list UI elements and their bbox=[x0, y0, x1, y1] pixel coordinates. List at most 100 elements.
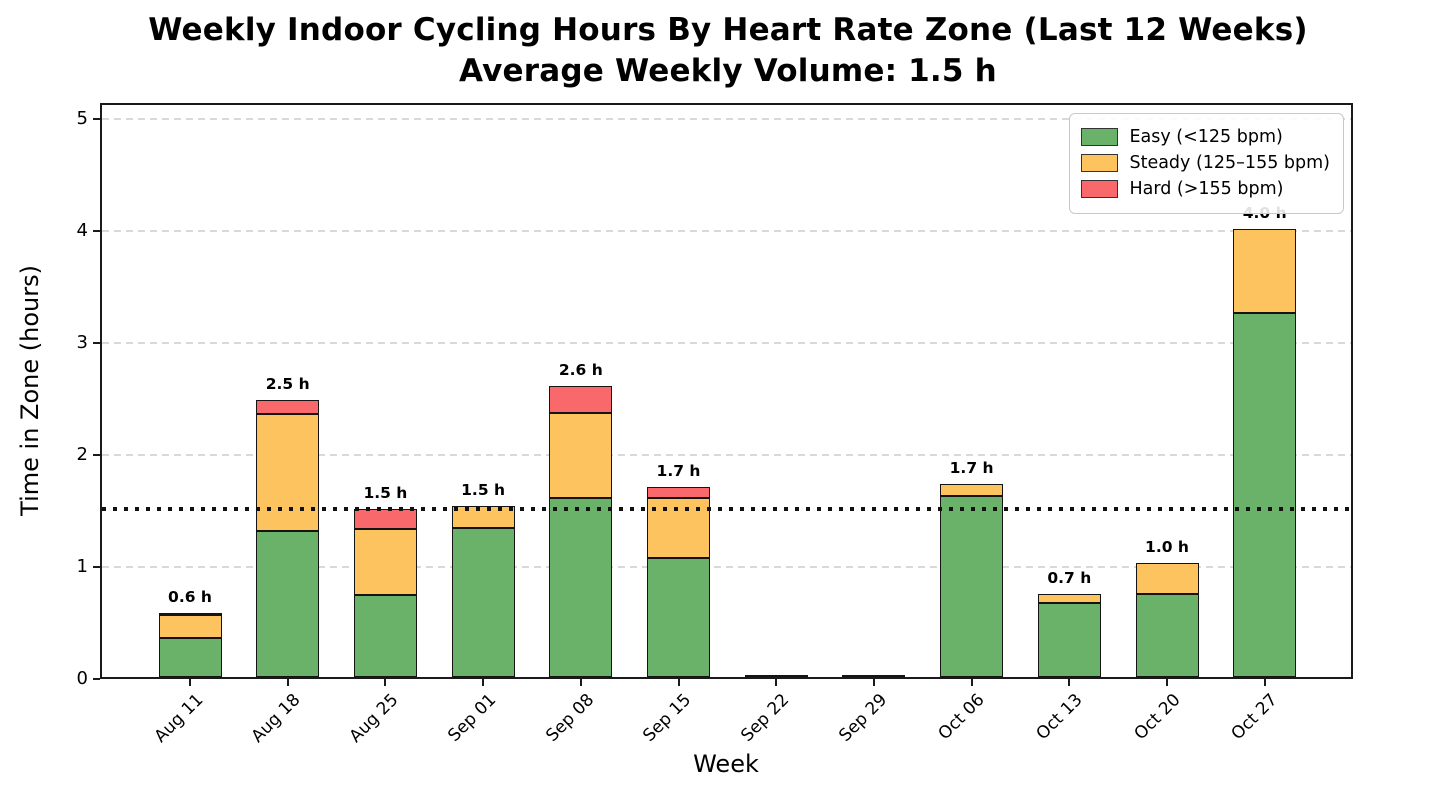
x-tick-mark bbox=[970, 679, 973, 686]
gridline-y2 bbox=[102, 454, 1351, 456]
legend-swatch-icon bbox=[1081, 128, 1119, 146]
legend-label: Steady (125–155 bpm) bbox=[1129, 153, 1330, 173]
bar-segment bbox=[158, 637, 222, 677]
gridline-y5 bbox=[102, 118, 1351, 120]
average-volume-line bbox=[102, 507, 1351, 511]
bar-segment bbox=[744, 675, 808, 677]
y-tick-label: 4 bbox=[76, 220, 88, 241]
legend-item: Easy (<125 bpm) bbox=[1081, 126, 1330, 148]
bar-segment bbox=[256, 400, 320, 414]
legend-item: Hard (>155 bpm) bbox=[1081, 178, 1330, 200]
y-tick-label: 5 bbox=[76, 108, 88, 129]
bar-oct-20 bbox=[1135, 562, 1199, 677]
bar-segment bbox=[647, 558, 710, 677]
gridline-y3 bbox=[102, 342, 1351, 344]
x-tick-label: Aug 11 bbox=[150, 690, 208, 747]
bar-total-label: 1.5 h bbox=[461, 480, 506, 499]
bar-segment bbox=[158, 613, 222, 616]
bar-segment bbox=[1037, 603, 1101, 677]
x-tick-mark bbox=[286, 679, 289, 686]
chart-title-block: Weekly Indoor Cycling Hours By Heart Rat… bbox=[0, 10, 1456, 92]
legend: Easy (<125 bpm) Steady (125–155 bpm) Hard … bbox=[1069, 113, 1344, 214]
x-tick-label: Oct 20 bbox=[1130, 690, 1185, 745]
x-tick-label: Sep 29 bbox=[835, 690, 892, 746]
legend-label: Easy (<125 bpm) bbox=[1129, 127, 1283, 147]
bar-segment bbox=[842, 675, 906, 677]
bar-segment bbox=[1037, 594, 1101, 604]
bar-aug-18 bbox=[256, 400, 320, 677]
chart-subtitle: Average Weekly Volume: 1.5 h bbox=[459, 53, 997, 89]
bar-oct-27 bbox=[1233, 229, 1297, 677]
legend-swatch-icon bbox=[1081, 180, 1119, 198]
plot-canvas: 0.6 h 2.5 h 1.5 h 1.5 h 2.6 h 1.7 h 1.7 h 0.7 h… bbox=[102, 105, 1351, 677]
bar-segment bbox=[158, 615, 222, 638]
bar-segment bbox=[940, 484, 1004, 496]
bar-segment bbox=[1135, 594, 1199, 677]
bar-sep-15 bbox=[647, 486, 710, 677]
x-tick-label: Sep 08 bbox=[542, 690, 598, 746]
bar-aug-25 bbox=[353, 509, 417, 677]
y-tick-label: 3 bbox=[76, 332, 88, 353]
y-tick-label: 0 bbox=[76, 668, 88, 689]
bar-total-label: 1.7 h bbox=[656, 461, 701, 480]
x-tick-mark bbox=[1166, 679, 1168, 686]
bar-sep-01 bbox=[451, 505, 515, 677]
x-tick-mark bbox=[677, 679, 680, 686]
legend-label: Hard (>155 bpm) bbox=[1129, 179, 1284, 199]
bar-oct-06 bbox=[940, 484, 1004, 677]
bar-total-label: 0.6 h bbox=[168, 588, 212, 607]
x-tick-mark bbox=[872, 679, 875, 686]
x-tick-label: Oct 06 bbox=[934, 690, 989, 745]
x-tick-label: Sep 15 bbox=[639, 690, 696, 746]
bar-total-label: 1.5 h bbox=[363, 484, 408, 502]
y-tick-mark bbox=[93, 566, 100, 568]
bar-total-label: 1.0 h bbox=[1145, 537, 1189, 556]
y-tick-mark bbox=[93, 678, 100, 680]
legend-item: Steady (125–155 bpm) bbox=[1081, 152, 1330, 174]
x-tick-mark bbox=[1068, 679, 1071, 686]
bar-sep-08 bbox=[549, 385, 613, 677]
bar-total-label: 0.7 h bbox=[1047, 569, 1092, 588]
bar-total-label: 2.6 h bbox=[558, 360, 603, 379]
x-tick-label: Sep 22 bbox=[737, 690, 794, 746]
bar-segment bbox=[451, 505, 515, 529]
x-tick-label: Aug 25 bbox=[345, 690, 403, 747]
y-axis-title: Time in Zone (hours) bbox=[16, 240, 44, 540]
bar-total-label: 2.5 h bbox=[265, 375, 310, 394]
bar-segment bbox=[1233, 229, 1297, 313]
x-tick-label: Aug 18 bbox=[248, 690, 305, 747]
bar-segment bbox=[1135, 562, 1199, 595]
bar-segment bbox=[353, 529, 417, 596]
bar-segment bbox=[647, 486, 710, 498]
x-tick-mark bbox=[384, 679, 387, 686]
chart-title: Weekly Indoor Cycling Hours By Heart Rat… bbox=[148, 12, 1308, 48]
x-tick-mark bbox=[775, 679, 778, 686]
bar-segment bbox=[353, 509, 417, 530]
bar-segment bbox=[940, 495, 1004, 677]
gridline-y1 bbox=[102, 566, 1351, 568]
x-tick-mark bbox=[482, 679, 485, 686]
y-tick-mark bbox=[93, 342, 100, 344]
bar-segment bbox=[549, 412, 613, 498]
gridline-y4 bbox=[102, 230, 1351, 232]
x-tick-label: Oct 27 bbox=[1227, 690, 1282, 745]
bar-total-label: 1.7 h bbox=[949, 459, 994, 478]
bar-segment bbox=[549, 497, 613, 677]
bar-sep-29 bbox=[842, 675, 906, 677]
bar-segment bbox=[353, 595, 417, 677]
x-axis-title: Week bbox=[693, 750, 759, 778]
plot-area: 0.6 h 2.5 h 1.5 h 1.5 h 2.6 h 1.7 h 1.7 h 0.7 h… bbox=[100, 103, 1353, 679]
bar-oct-13 bbox=[1037, 594, 1101, 677]
bar-segment bbox=[256, 531, 320, 677]
bar-segment bbox=[256, 413, 320, 532]
y-tick-label: 1 bbox=[76, 556, 88, 577]
bar-segment bbox=[549, 385, 613, 413]
legend-swatch-icon bbox=[1081, 154, 1119, 172]
bar-aug-11 bbox=[158, 613, 222, 677]
bar-segment bbox=[1233, 313, 1297, 677]
x-tick-mark bbox=[1263, 679, 1266, 686]
bar-segment bbox=[451, 528, 515, 677]
y-axis-title-text: Time in Zone (hours) bbox=[16, 264, 44, 516]
bar-sep-22 bbox=[744, 675, 808, 677]
x-tick-label: Sep 01 bbox=[444, 690, 501, 746]
